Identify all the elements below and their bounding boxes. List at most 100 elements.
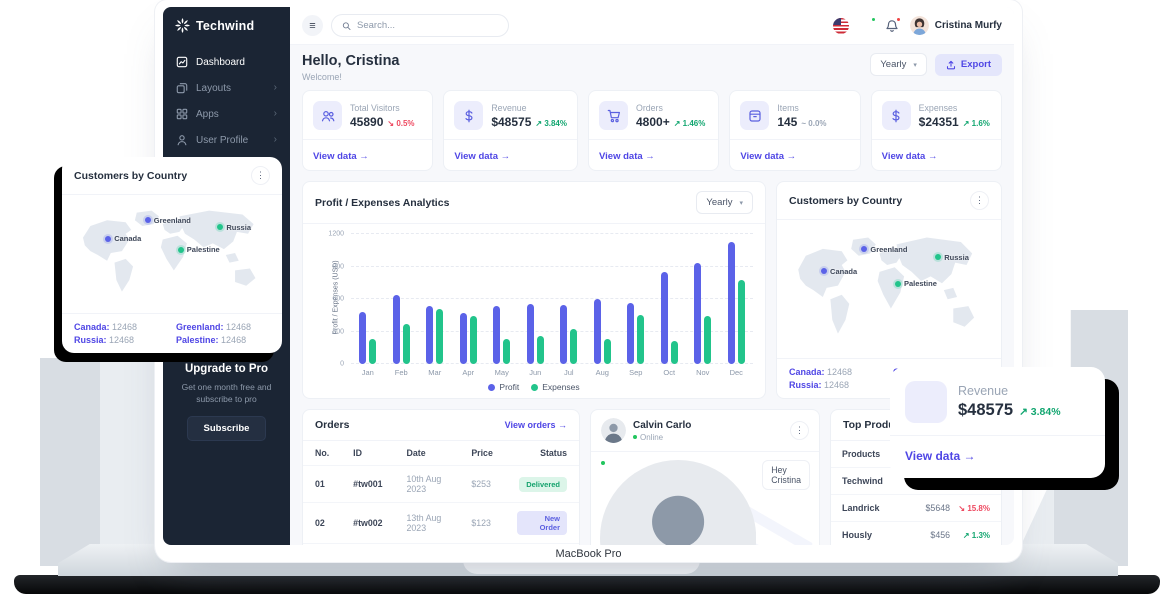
cart-icon[interactable] — [860, 19, 874, 33]
language-flag-icon[interactable] — [833, 18, 849, 34]
hamburger-menu-icon[interactable]: ≡ — [302, 15, 323, 36]
marker-label: Russia — [226, 223, 251, 232]
profit-bar — [728, 242, 735, 364]
profit-bar — [493, 306, 500, 365]
legend-item: Expenses — [531, 382, 579, 392]
y-tick-label: 300 — [332, 328, 344, 335]
chat-card: Calvin Carlo Online ⋮ — [590, 409, 820, 545]
stat-change: 3.84% — [544, 119, 567, 128]
order-date: 18th Aug 2023 — [395, 544, 460, 546]
stat-icon — [882, 101, 911, 130]
order-id: #tw002 — [341, 503, 394, 544]
period-select[interactable]: Yearly ▾ — [870, 53, 927, 76]
view-data-link[interactable]: View data → — [905, 449, 975, 463]
x-tick-label: Aug — [590, 368, 614, 377]
analytics-card: Profit / Expenses Analytics Yearly ▾ Pro… — [302, 181, 766, 399]
orders-header-row: No.IDDatePriceStatus — [303, 441, 579, 466]
view-data-link[interactable]: View data → — [313, 151, 369, 162]
trend-arrow-icon: ↗ — [535, 119, 542, 128]
brand-name: Techwind — [196, 19, 254, 33]
stat-icon — [454, 101, 483, 130]
order-price: $123 — [459, 503, 505, 544]
marker-dot-icon — [861, 246, 867, 252]
table-row: 03 #tw003 18th Aug 2023 $245 Return — [303, 544, 579, 546]
expenses-bar — [436, 309, 443, 364]
dollar-icon — [905, 381, 947, 423]
status-badge: New Order — [517, 511, 567, 535]
expenses-bar — [604, 339, 611, 364]
profit-bar — [627, 303, 634, 364]
kebab-menu-icon[interactable]: ⋮ — [970, 191, 989, 210]
view-data-label: View data — [740, 151, 784, 162]
map-marker: Greenland — [861, 245, 907, 254]
view-orders-link[interactable]: View orders → — [505, 420, 567, 430]
user-name: Cristina Murfy — [935, 20, 1002, 31]
x-tick-label: Mar — [423, 368, 447, 377]
country-stat: Canada: 12468 — [74, 322, 168, 332]
chart-legend: ProfitExpenses — [315, 377, 753, 394]
y-tick-label: 0 — [340, 361, 344, 368]
bell-icon[interactable] — [885, 19, 899, 33]
country-value: 12468 — [226, 322, 251, 332]
trend-arrow-icon: ↗ — [674, 119, 681, 128]
trend-arrow-icon: ↘ — [958, 504, 965, 513]
search-input[interactable] — [357, 20, 498, 31]
view-data-link[interactable]: View data → — [599, 151, 655, 162]
chart-period-select[interactable]: Yearly ▾ — [696, 191, 753, 214]
view-data-label: View data — [882, 151, 926, 162]
world-map: Canada Greenland Russia Palestin — [62, 195, 282, 313]
arrow-right-icon: → — [963, 449, 975, 463]
country-label: Canada: — [74, 322, 110, 332]
brand[interactable]: Techwind — [163, 7, 290, 45]
chevron-right-icon: › — [274, 109, 277, 119]
export-button[interactable]: Export — [935, 54, 1002, 76]
chevron-down-icon: ▾ — [739, 199, 743, 207]
sidebar-item[interactable]: User Profile › — [163, 127, 290, 153]
search-box[interactable] — [331, 14, 509, 37]
arrow-right-icon: → — [501, 151, 511, 162]
order-id: #tw001 — [341, 466, 394, 503]
view-data-link[interactable]: View data → — [740, 151, 796, 162]
profit-bar — [460, 313, 467, 364]
sidebar-item[interactable]: Dashboard › — [163, 49, 290, 75]
x-tick-label: Oct — [657, 368, 681, 377]
orders-column-header: No. — [303, 441, 341, 466]
arrow-right-icon: → — [645, 151, 655, 162]
marker-label: Canada — [114, 234, 141, 243]
profit-bar — [661, 272, 668, 364]
product-name: Landrick — [842, 503, 920, 513]
user-menu[interactable]: Cristina Murfy — [910, 16, 1002, 35]
marker-dot-icon — [821, 268, 827, 274]
x-tick-label: Sep — [624, 368, 648, 377]
x-tick-label: Jun — [523, 368, 547, 377]
view-data-link[interactable]: View data → — [454, 151, 510, 162]
stat-icon — [313, 101, 342, 130]
search-icon — [342, 21, 351, 31]
view-data-label: View data — [313, 151, 357, 162]
revenue-title: Revenue — [958, 384, 1061, 398]
stats-row: Total Visitors 45890 ↘ 0.5% — [302, 90, 1002, 171]
country-value: 12468 — [827, 367, 852, 377]
sidebar-item[interactable]: Layouts › — [163, 75, 290, 101]
message-avatar-left — [600, 460, 756, 545]
laptop-chin: MacBook Pro — [163, 545, 1014, 562]
orders-card: Orders View orders → No.I — [302, 409, 580, 545]
customers-title: Customers by Country — [74, 170, 187, 182]
view-data-link[interactable]: View data → — [882, 151, 938, 162]
country-label: Canada: — [789, 367, 825, 377]
profit-bar — [694, 263, 701, 364]
kebab-menu-icon[interactable]: ⋮ — [251, 166, 270, 185]
arrow-right-icon: → — [928, 151, 938, 162]
map-marker: Greenland — [145, 216, 191, 225]
subscribe-button[interactable]: Subscribe — [187, 416, 267, 441]
kebab-menu-icon[interactable]: ⋮ — [790, 421, 809, 440]
chart-months: JanFebMarAprMayJunJulAugSepOctNovDec — [351, 368, 753, 377]
stat-card: Revenue $48575 ↗ 3.84% — [443, 90, 578, 171]
trend-arrow-icon: ↗ — [1019, 406, 1028, 418]
bar-group — [460, 234, 477, 364]
stat-card: Items 145 ~ 0.0% — [729, 90, 860, 171]
x-tick-label: Feb — [389, 368, 413, 377]
sidebar-item-label: Apps — [196, 109, 219, 120]
sidebar-item[interactable]: Apps › — [163, 101, 290, 127]
message-bubble: Hey Cristina — [762, 460, 810, 490]
